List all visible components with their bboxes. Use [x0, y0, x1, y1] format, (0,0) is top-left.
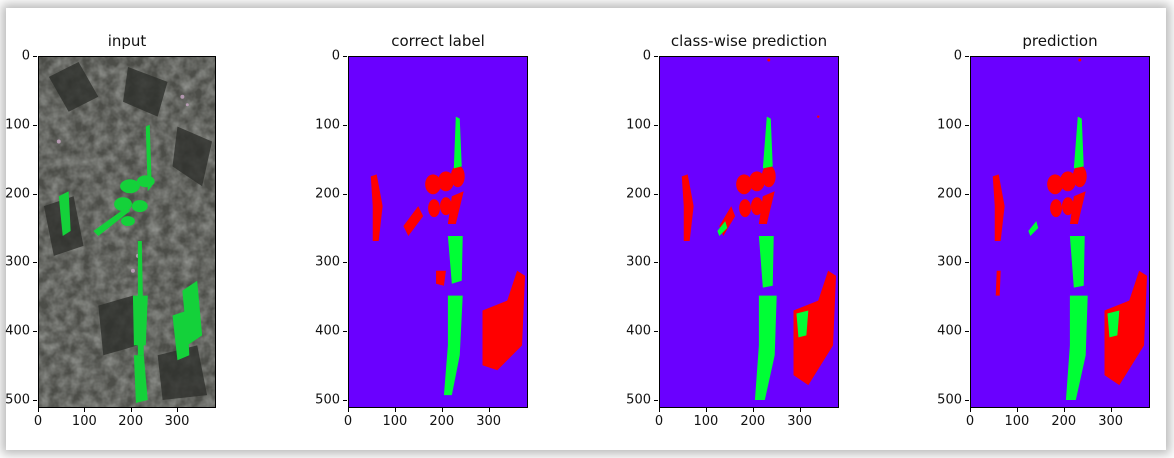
x-tick [394, 408, 396, 412]
y-tick [965, 193, 969, 195]
x-tick [1110, 408, 1112, 412]
y-tick-label: 400 [315, 323, 340, 339]
y-tick-label: 200 [5, 186, 30, 201]
x-tick-label: 300 [1098, 414, 1124, 429]
x-tick-label: 200 [740, 414, 766, 429]
panel-title: class-wise prediction [670, 32, 828, 50]
x-tick-label: 300 [787, 414, 813, 429]
panel-title: correct label [391, 32, 485, 50]
y-tick-label: 0 [331, 48, 340, 64]
label-mask [349, 57, 527, 407]
y-tick-label: 0 [21, 48, 30, 64]
classwise-mask [660, 57, 838, 407]
x-tick [659, 408, 660, 412]
x-tick-label: 0 [654, 414, 664, 429]
y-tick-label: 300 [5, 254, 30, 270]
panel-correct-label: correct label [315, 32, 528, 429]
y-tick-label: 100 [5, 117, 30, 133]
x-tick-label: 100 [693, 414, 719, 429]
y-tick [965, 262, 969, 264]
y-tick-label: 0 [953, 48, 962, 64]
y-tick [33, 399, 37, 401]
x-tick [1063, 408, 1065, 412]
x-tick-label: 200 [118, 414, 144, 429]
y-tick [965, 124, 969, 126]
y-tick [654, 56, 658, 57]
y-tick [654, 124, 658, 126]
y-tick-label: 400 [937, 323, 962, 339]
image-axes [348, 56, 528, 408]
y-tick [343, 124, 347, 126]
y-tick [343, 331, 347, 332]
input-photo [39, 57, 215, 407]
y-tick [33, 124, 37, 126]
y-tick-label: 0 [642, 48, 651, 64]
y-tick-label: 500 [5, 392, 30, 408]
image-axes [970, 56, 1150, 408]
y-tick-label: 500 [937, 392, 962, 408]
x-tick-label: 300 [164, 414, 190, 429]
y-tick [343, 262, 347, 264]
y-tick [33, 193, 37, 195]
x-tick-label: 0 [343, 414, 353, 429]
x-tick-label: 100 [1004, 414, 1030, 429]
y-tick-label: 300 [937, 254, 962, 270]
y-tick [965, 399, 969, 401]
panel-prediction: prediction [937, 32, 1150, 429]
panel-title: prediction [1022, 32, 1098, 50]
x-tick-label: 200 [1051, 414, 1077, 429]
x-tick [705, 408, 707, 412]
prediction-mask [971, 57, 1149, 407]
y-tick-label: 300 [315, 254, 340, 270]
y-tick [654, 331, 658, 332]
x-tick [38, 408, 39, 412]
x-tick [488, 408, 490, 412]
image-axes [38, 56, 216, 408]
x-tick-label: 300 [476, 414, 502, 429]
y-tick [343, 193, 347, 195]
image-axes [659, 56, 839, 408]
x-tick [348, 408, 349, 412]
y-tick-label: 100 [626, 117, 651, 133]
panel-input: input [5, 32, 216, 429]
x-tick-label: 0 [965, 414, 975, 429]
panel-title: input [107, 32, 147, 50]
x-tick [752, 408, 754, 412]
x-tick [441, 408, 443, 412]
y-tick-label: 200 [937, 186, 962, 201]
x-tick [970, 408, 971, 412]
y-tick [33, 331, 37, 332]
y-tick-label: 500 [315, 392, 340, 408]
y-tick [654, 399, 658, 401]
y-tick-label: 300 [626, 254, 651, 270]
x-tick [1016, 408, 1018, 412]
y-tick [654, 193, 658, 195]
y-tick-label: 100 [937, 117, 962, 133]
y-tick-label: 200 [315, 186, 340, 201]
x-tick-label: 100 [382, 414, 408, 429]
y-tick [33, 56, 37, 57]
y-tick [343, 399, 347, 401]
panel-class-wise-prediction: class-wise prediction [626, 32, 839, 429]
y-tick [965, 56, 969, 57]
x-tick [130, 408, 132, 412]
y-tick [965, 331, 969, 332]
x-tick [177, 408, 179, 412]
y-tick-label: 100 [315, 117, 340, 133]
y-tick-label: 400 [5, 323, 30, 339]
x-tick-label: 200 [429, 414, 455, 429]
y-tick-label: 500 [626, 392, 651, 408]
x-tick [799, 408, 801, 412]
x-tick-label: 0 [33, 414, 43, 429]
x-tick-label: 100 [71, 414, 97, 429]
y-tick [33, 262, 37, 264]
y-tick-label: 200 [626, 186, 651, 201]
y-tick [343, 56, 347, 57]
y-tick [654, 262, 658, 264]
x-tick [84, 408, 86, 412]
y-tick-label: 400 [626, 323, 651, 339]
